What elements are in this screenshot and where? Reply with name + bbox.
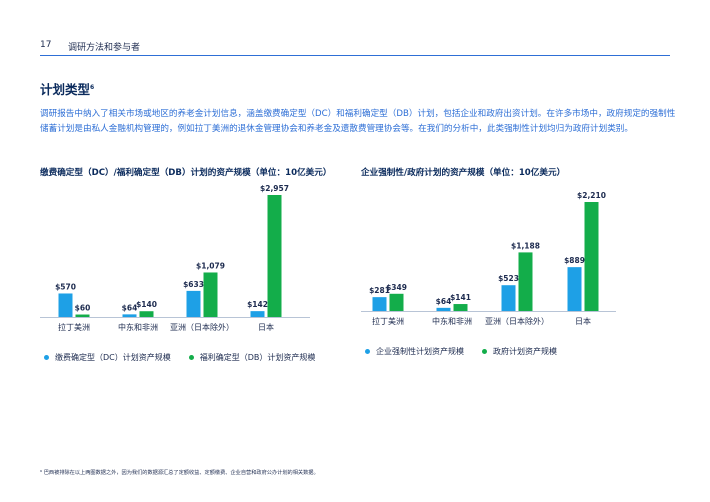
category-label: 拉丁美洲 (372, 316, 404, 326)
bar-green (584, 202, 599, 311)
data-label: $1,079 (196, 261, 225, 270)
data-label: $60 (75, 304, 91, 313)
bar-blue (501, 285, 516, 311)
legend-corporate-gov: 企业强制性计划资产规模 政府计划资产规模 (365, 346, 557, 357)
running-head: 调研方法和参与者 (68, 43, 141, 53)
data-label: $1,188 (511, 241, 540, 250)
chart-title-corporate-gov: 企业强制性/政府计划的资产规模（单位：10亿美元） (361, 168, 566, 178)
page-number: 17 (40, 40, 52, 50)
data-label: $889 (564, 256, 585, 265)
data-label: $2,957 (260, 184, 289, 193)
bar-green (203, 272, 218, 317)
legend-item-dc: 缴费确定型（DC）计划资产规模 (44, 352, 171, 363)
legend-label-corporate: 企业强制性计划资产规模 (376, 347, 464, 356)
section-title-text: 计划类型 (40, 82, 91, 97)
legend-item-corporate: 企业强制性计划资产规模 (365, 346, 464, 357)
footnote-marker: 6 (90, 83, 95, 91)
intro-paragraph: 调研报告中纳入了相关市场或地区的养老金计划信息，涵盖缴费确定型（DC）和福利确定… (40, 109, 676, 134)
legend-item-db: 福利确定型（DB）计划资产规模 (188, 352, 316, 363)
category-label: 日本 (258, 322, 274, 332)
data-label: $140 (136, 300, 157, 309)
legend-label-db: 福利确定型（DB）计划资产规模 (199, 353, 316, 362)
category-label: 亚洲（日本除外） (485, 316, 549, 326)
category-label: 中东和非洲 (432, 316, 472, 326)
category-label: 日本 (575, 316, 591, 326)
data-label: $281 (369, 286, 390, 295)
legend-dot-blue-icon (365, 349, 370, 354)
bar-green (139, 311, 154, 317)
bar-blue (250, 311, 265, 317)
category-label: 中东和非洲 (118, 322, 158, 332)
legend-item-gov: 政府计划资产规模 (482, 346, 557, 357)
bar-blue (567, 267, 582, 311)
legend-dot-green-icon (482, 349, 487, 354)
bar-green (267, 195, 282, 317)
data-label: $64 (122, 303, 138, 312)
data-label: $141 (450, 293, 471, 302)
data-label: $2,210 (577, 191, 606, 200)
header-rule (40, 55, 670, 56)
data-label: $349 (386, 283, 407, 292)
legend-label-dc: 缴费确定型（DC）计划资产规模 (55, 353, 171, 362)
legend-dot-blue-icon (44, 355, 49, 360)
category-label: 亚洲（日本除外） (170, 322, 234, 332)
data-label: $64 (436, 297, 452, 306)
data-label: $142 (247, 300, 268, 309)
chart-title-dc-db: 缴费确定型（DC）/福利确定型（DB）计划的资产规模（单位：10亿美元） (40, 168, 332, 178)
bar-blue (436, 307, 451, 311)
section-title: 计划类型6 (40, 79, 94, 98)
legend-label-gov: 政府计划资产规模 (493, 347, 557, 356)
bar-blue (186, 290, 201, 317)
data-label: $523 (498, 274, 519, 283)
chart-corporate-gov: $281$349 拉丁美洲 $64$141 中东和非洲 $523 $1,188 亚洲（日本除… (361, 191, 616, 326)
data-label: $633 (183, 280, 204, 289)
data-label: $570 (55, 282, 76, 291)
legend-dc-db: 缴费确定型（DC）计划资产规模 福利确定型（DB）计划资产规模 (44, 352, 315, 363)
bar-blue (58, 293, 73, 317)
category-label: 拉丁美洲 (58, 322, 90, 332)
bar-green (75, 314, 90, 317)
bar-green (453, 304, 468, 311)
bar-blue (122, 314, 137, 317)
bar-blue (372, 297, 387, 311)
bar-green (518, 252, 533, 311)
legend-dot-green-icon (188, 355, 194, 360)
footnote: ⁶ 巴西被排除在以上两图数据之外，因为我们的数据源汇总了定额收益、定额缴费、企业… (40, 470, 319, 476)
bar-green (389, 293, 404, 311)
chart-dc-db: $570 $60 拉丁美洲 $64$140 中东和非洲 $633 $1,079 亚洲（日本除外… (40, 184, 310, 332)
